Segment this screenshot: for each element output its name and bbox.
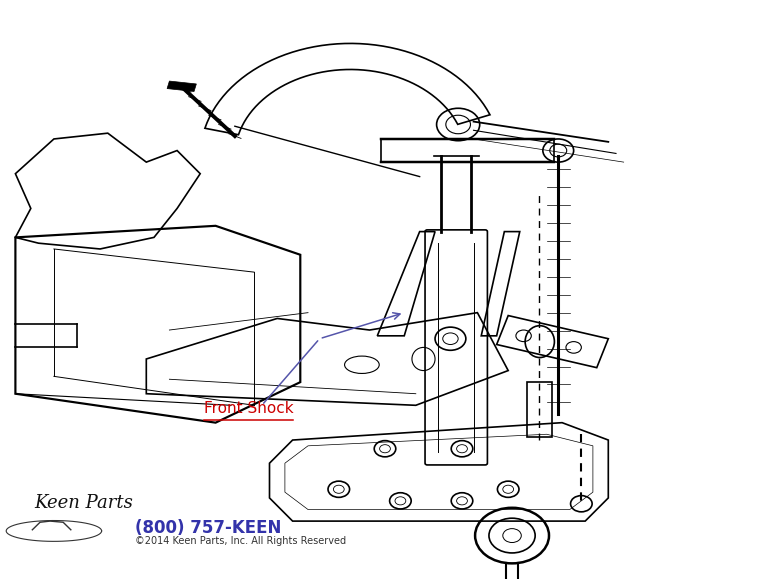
Bar	[527, 382, 552, 437]
Polygon shape	[167, 81, 196, 91]
Text: Keen Parts: Keen Parts	[35, 493, 133, 512]
Text: (800) 757-KEEN: (800) 757-KEEN	[135, 519, 281, 537]
Text: ©2014 Keen Parts, Inc. All Rights Reserved: ©2014 Keen Parts, Inc. All Rights Reserv…	[135, 536, 346, 547]
Text: Front Shock: Front Shock	[204, 401, 293, 416]
